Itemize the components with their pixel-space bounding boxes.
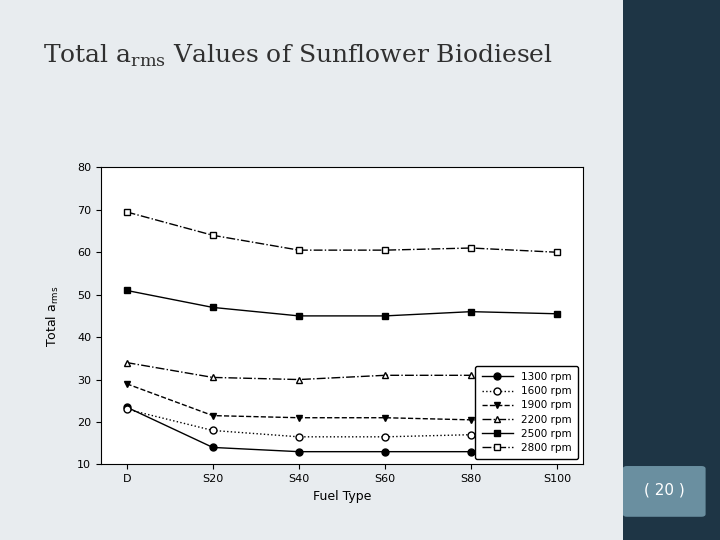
2200 rpm <box>122 359 131 366</box>
2800 rpm <box>209 232 217 239</box>
1600 rpm <box>381 434 390 440</box>
Text: Total a$_\mathregular{rms}$ Values of Sunflower Biodiesel: Total a$_\mathregular{rms}$ Values of Su… <box>43 43 553 70</box>
2200 rpm <box>381 372 390 379</box>
1900 rpm <box>209 413 217 419</box>
2500 rpm <box>381 313 390 319</box>
2200 rpm <box>467 372 475 379</box>
2200 rpm <box>553 372 562 379</box>
2500 rpm <box>467 308 475 315</box>
1300 rpm <box>122 404 131 410</box>
2800 rpm <box>122 208 131 215</box>
1300 rpm <box>467 448 475 455</box>
1600 rpm <box>553 434 562 440</box>
2500 rpm <box>209 304 217 310</box>
1600 rpm <box>122 406 131 413</box>
2800 rpm <box>553 249 562 255</box>
2500 rpm <box>294 313 303 319</box>
1900 rpm <box>467 417 475 423</box>
1300 rpm <box>553 448 562 455</box>
Line: 2500 rpm: 2500 rpm <box>123 287 561 319</box>
1300 rpm <box>294 448 303 455</box>
2800 rpm <box>467 245 475 251</box>
2800 rpm <box>381 247 390 253</box>
FancyBboxPatch shape <box>623 466 706 517</box>
2500 rpm <box>122 287 131 294</box>
Line: 2800 rpm: 2800 rpm <box>123 208 561 256</box>
1300 rpm <box>209 444 217 451</box>
Line: 2200 rpm: 2200 rpm <box>123 359 561 383</box>
2800 rpm <box>294 247 303 253</box>
Legend: 1300 rpm, 1600 rpm, 1900 rpm, 2200 rpm, 2500 rpm, 2800 rpm: 1300 rpm, 1600 rpm, 1900 rpm, 2200 rpm, … <box>475 366 578 459</box>
Line: 1600 rpm: 1600 rpm <box>123 406 561 440</box>
1600 rpm <box>294 434 303 440</box>
1900 rpm <box>122 381 131 387</box>
Text: Total a$_\mathregular{rms}$: Total a$_\mathregular{rms}$ <box>45 285 60 347</box>
1300 rpm <box>381 448 390 455</box>
1900 rpm <box>294 415 303 421</box>
2500 rpm <box>553 310 562 317</box>
2200 rpm <box>294 376 303 383</box>
1900 rpm <box>553 418 562 425</box>
Text: ( 20 ): ( 20 ) <box>644 483 685 498</box>
2200 rpm <box>209 374 217 381</box>
Line: 1300 rpm: 1300 rpm <box>123 403 561 455</box>
1900 rpm <box>381 415 390 421</box>
Line: 1900 rpm: 1900 rpm <box>123 380 561 426</box>
X-axis label: Fuel Type: Fuel Type <box>312 490 372 503</box>
1600 rpm <box>467 431 475 438</box>
1600 rpm <box>209 427 217 434</box>
